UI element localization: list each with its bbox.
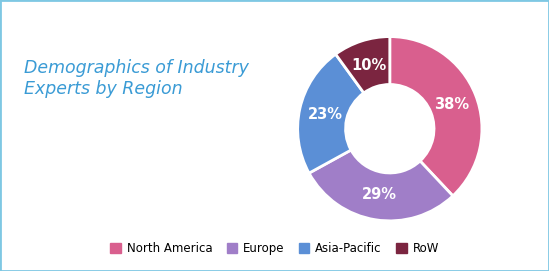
Wedge shape <box>390 37 482 196</box>
Legend: North America, Europe, Asia-Pacific, RoW: North America, Europe, Asia-Pacific, RoW <box>105 237 444 260</box>
Wedge shape <box>298 54 364 173</box>
Wedge shape <box>335 37 390 93</box>
Wedge shape <box>309 150 453 221</box>
Text: 29%: 29% <box>362 187 397 202</box>
Text: Demographics of Industry
Experts by Region: Demographics of Industry Experts by Regi… <box>24 59 249 98</box>
Text: 10%: 10% <box>352 58 387 73</box>
Text: 23%: 23% <box>307 107 343 122</box>
Text: 38%: 38% <box>434 97 469 112</box>
